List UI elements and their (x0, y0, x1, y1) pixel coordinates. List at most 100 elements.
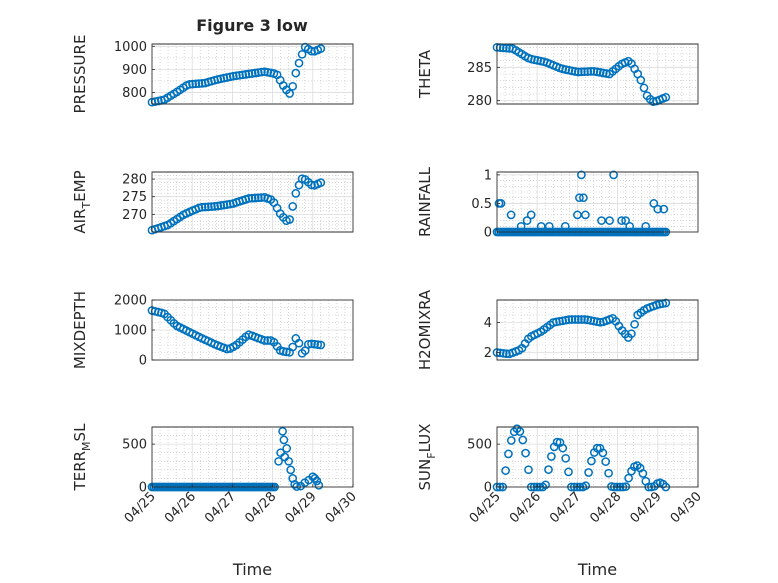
data-point (522, 216, 532, 225)
x-axis-label: Time (232, 560, 272, 579)
axes-frame (496, 299, 699, 361)
y-axis-label: H2OMIXRA (416, 289, 434, 370)
data-point (501, 466, 510, 475)
data-point (288, 81, 298, 91)
data-series (147, 42, 326, 107)
axes-frame (151, 171, 354, 233)
axes-frame (496, 171, 699, 233)
data-point (625, 221, 635, 231)
data-point (598, 448, 608, 458)
y-tick-label: 275 (122, 190, 147, 205)
subplot-p2: 280 285 THETA (416, 42, 699, 109)
data-point (228, 71, 238, 81)
data-point (253, 193, 263, 203)
data-point (288, 342, 298, 352)
y-axis-label: PRESSURE (71, 35, 89, 114)
data-point (521, 448, 530, 458)
data-point (575, 193, 584, 203)
data-point (583, 67, 593, 76)
y-axis-label: SUNFLUX (416, 424, 438, 491)
data-point (641, 221, 651, 231)
y-tick-label: 270 (122, 208, 147, 223)
y-axis-label: THETA (416, 49, 434, 99)
data-point (210, 202, 219, 211)
y-tick-label: 0 (484, 226, 492, 241)
data-point (506, 210, 516, 220)
data-point (661, 298, 671, 308)
axes-frame (496, 426, 699, 488)
data-point (609, 170, 618, 180)
data-point (241, 70, 251, 79)
data-point (288, 202, 298, 211)
y-tick-label: 500 (467, 438, 492, 453)
y-tick-label: 1 (484, 168, 492, 183)
y-tick-label: 500 (122, 438, 147, 453)
data-point (495, 348, 505, 358)
data-point (541, 480, 550, 490)
data-point (560, 221, 570, 231)
data-point (303, 340, 313, 349)
y-tick-label: 285 (467, 61, 492, 76)
y-tick-label: 800 (122, 86, 147, 101)
data-point (544, 221, 554, 231)
data-series (147, 306, 326, 358)
y-tick-label: 1000 (114, 324, 147, 339)
data-series (147, 174, 326, 235)
data-point (282, 444, 292, 453)
data-point (278, 426, 287, 436)
data-point (207, 202, 216, 211)
data-point (286, 465, 296, 475)
data-point (274, 456, 283, 466)
y-axis-label-main: TERR (71, 451, 89, 492)
subplot-p4: 0 0.5 1 RAINFALL (416, 166, 699, 241)
y-axis-label-rest: EMP (71, 170, 89, 201)
data-point (581, 210, 590, 220)
data-point (188, 79, 197, 89)
data-point (638, 469, 648, 478)
data-point (564, 467, 573, 477)
data-point (260, 336, 269, 345)
data-point (191, 79, 201, 89)
axes-frame (151, 426, 354, 488)
data-point (567, 66, 577, 76)
data-point (544, 465, 553, 474)
data-point (621, 216, 630, 225)
data-point (502, 349, 511, 359)
axes-background (496, 171, 699, 233)
data-point (316, 44, 326, 53)
data-point (235, 70, 244, 80)
data-point (244, 194, 254, 203)
y-tick-label: 0 (484, 481, 492, 496)
subplot-p6: 2 4 H2OMIXRA (416, 289, 699, 370)
data-point (567, 315, 577, 324)
data-point (661, 92, 671, 102)
data-point (515, 427, 525, 436)
data-series (492, 298, 671, 359)
y-axis-label: TERRMSL (71, 423, 93, 492)
x-axis-label: Time (577, 560, 617, 579)
y-tick-label: 900 (122, 63, 147, 78)
data-point (502, 43, 511, 53)
data-point (244, 69, 254, 79)
data-point (247, 193, 257, 203)
data-point (197, 202, 207, 212)
data-point (312, 476, 322, 486)
data-point (203, 202, 213, 212)
data-point (589, 67, 599, 76)
y-axis-label-rest: SL (71, 423, 89, 442)
data-point (592, 67, 602, 77)
y-tick-label: 0 (139, 481, 147, 496)
data-point (194, 79, 204, 88)
axes-background (151, 426, 354, 488)
data-point (257, 193, 266, 202)
data-point (561, 453, 571, 463)
data-point (581, 481, 591, 491)
subplot-p1: 800 900 1000 PRESSURE (71, 35, 354, 114)
data-point (185, 79, 194, 89)
subplot-p3: 270 275 280 AIRTEMP (71, 170, 354, 235)
y-tick-label: 1000 (114, 40, 147, 55)
data-point (504, 449, 513, 459)
data-point (627, 329, 636, 339)
